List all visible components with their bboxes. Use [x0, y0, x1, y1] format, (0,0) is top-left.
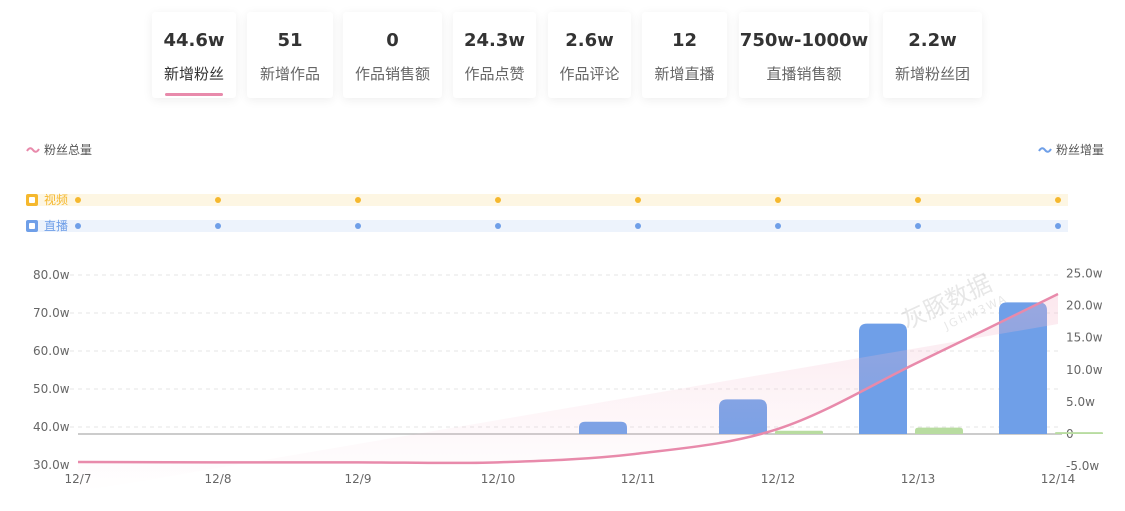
right-axis-tick-label: 5.0w — [1066, 395, 1095, 409]
legend-label: 粉丝增量 — [1056, 143, 1105, 157]
event-dot — [1055, 197, 1061, 203]
event-dot — [495, 223, 501, 229]
stat-label: 新增直播 — [654, 65, 715, 83]
fans-total-line — [77, 292, 1059, 465]
wave-icon — [1038, 146, 1052, 153]
event-dot — [775, 197, 781, 203]
event-dot — [75, 223, 81, 229]
stat-label: 作品点赞 — [464, 65, 525, 83]
x-tick-label: 12/8 — [205, 472, 232, 486]
event-dot — [75, 197, 81, 203]
x-tick-label: 12/14 — [1041, 472, 1076, 486]
stat-card[interactable]: 2.6w 作品评论 — [548, 12, 631, 98]
event-dot — [355, 223, 361, 229]
bar — [915, 427, 963, 434]
event-dot — [915, 197, 921, 203]
stat-value: 44.6w — [163, 30, 225, 51]
x-tick-label: 12/9 — [345, 472, 372, 486]
x-tick-label: 12/12 — [761, 472, 796, 486]
wave-icon — [26, 146, 40, 153]
stat-card[interactable]: 0 作品销售额 — [343, 12, 442, 98]
left-axis-tick-label: 60.0w — [33, 344, 70, 358]
video-icon — [26, 194, 38, 206]
right-axis-tick-label: 20.0w — [1066, 299, 1103, 313]
stat-card[interactable]: 24.3w 作品点赞 — [453, 12, 536, 98]
stat-value: 24.3w — [463, 30, 526, 51]
event-dot — [635, 197, 641, 203]
event-dot — [495, 197, 501, 203]
stat-value: 51 — [277, 30, 303, 51]
bar — [775, 430, 823, 434]
legend-total-fans[interactable]: 粉丝总量 — [26, 141, 92, 158]
left-axis-tick-label: 40.0w — [33, 420, 70, 434]
stat-value: 12 — [671, 30, 698, 51]
event-dot — [355, 197, 361, 203]
right-axis-tick-label: 15.0w — [1066, 331, 1103, 345]
stat-label: 直播销售额 — [766, 65, 842, 83]
event-row-band — [28, 220, 1068, 232]
event-dot — [215, 223, 221, 229]
bar — [1055, 432, 1103, 434]
stat-label: 新增作品 — [259, 65, 320, 83]
fans-trend-chart: 视频直播30.0w40.0w50.0w60.0w70.0w80.0w-5.0w0… — [26, 192, 1103, 492]
stat-value: 0 — [386, 30, 399, 51]
legend-label: 粉丝总量 — [44, 143, 93, 157]
event-row-label: 视频 — [44, 192, 68, 207]
legend-fans-increment[interactable]: 粉丝增量 — [1038, 141, 1104, 158]
left-axis-tick-label: 50.0w — [33, 382, 70, 396]
active-underline — [165, 93, 223, 96]
stat-card[interactable]: 12 新增直播 — [642, 12, 727, 98]
right-axis-tick-label: -5.0w — [1066, 459, 1099, 473]
left-axis-tick-label: 70.0w — [33, 306, 70, 320]
stat-label: 作品评论 — [559, 65, 620, 83]
stat-value: 2.2w — [908, 30, 957, 51]
line-glow — [78, 294, 1058, 492]
x-tick-label: 12/10 — [481, 472, 516, 486]
stat-label: 新增粉丝 — [163, 65, 224, 83]
x-tick-label: 12/13 — [901, 472, 936, 486]
stat-label: 作品销售额 — [354, 65, 430, 83]
stat-card[interactable]: 44.6w 新增粉丝 — [152, 12, 236, 98]
event-dot — [1055, 223, 1061, 229]
event-row-band — [28, 194, 1068, 206]
bar — [999, 302, 1047, 434]
event-dot — [635, 223, 641, 229]
event-row-label: 直播 — [44, 219, 68, 233]
stat-value: 2.6w — [565, 30, 614, 51]
event-dot — [215, 197, 221, 203]
event-dot — [775, 223, 781, 229]
right-axis-tick-label: 10.0w — [1066, 363, 1103, 377]
stat-value: 750w-1000w — [739, 30, 869, 51]
stat-label: 新增粉丝团 — [894, 65, 970, 83]
stat-card[interactable]: 2.2w 新增粉丝团 — [883, 12, 982, 98]
stat-card[interactable]: 51 新增作品 — [247, 12, 333, 98]
live-icon — [26, 220, 38, 232]
event-dot — [915, 223, 921, 229]
left-axis-tick-label: 30.0w — [33, 458, 70, 472]
stat-card[interactable]: 750w-1000w 直播销售额 — [739, 12, 869, 98]
left-axis-tick-label: 80.0w — [33, 268, 70, 282]
right-axis-tick-label: 25.0w — [1066, 267, 1103, 281]
x-tick-label: 12/11 — [621, 472, 656, 486]
